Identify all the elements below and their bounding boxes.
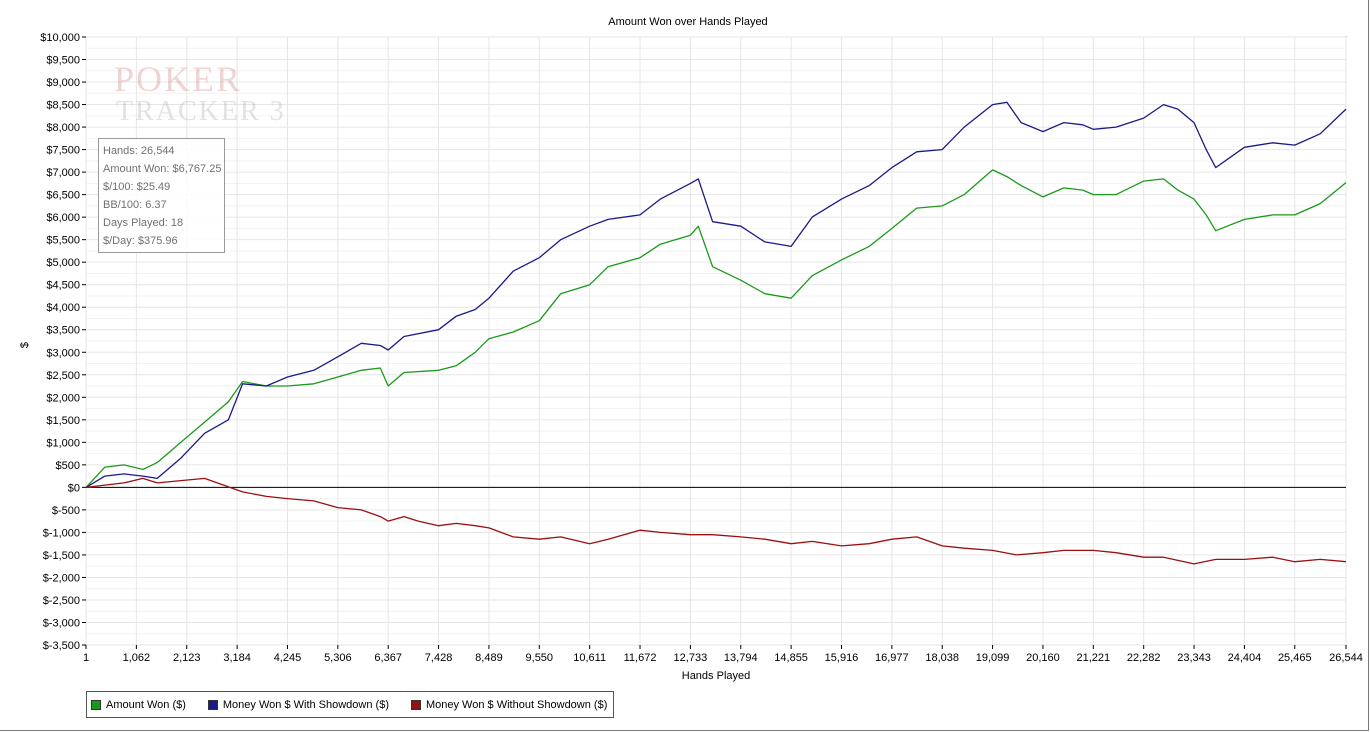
x-axis-ticks: 1 1,062 2,123 3,184 4,245 5,306 6,367 7,428 8,48… <box>83 645 1363 664</box>
y-tick-label: $8,000 <box>46 122 80 134</box>
y-axis-ticks: $10,000 $9,500 $9,000 $8,500 $8,000 $7,500 $7,… <box>40 32 86 652</box>
x-tick-label: 9,550 <box>526 652 554 664</box>
y-tick-label: $0 <box>68 482 80 494</box>
watermark-line-1: POKER <box>114 59 243 99</box>
y-tick-label: $-500 <box>52 505 80 517</box>
y-tick-label: $6,500 <box>46 190 80 202</box>
y-tick-label: $8,500 <box>46 100 80 112</box>
y-tick-label: $4,000 <box>46 302 80 314</box>
stat-hands: Hands: 26,544 <box>103 145 175 157</box>
x-tick-label: 19,099 <box>976 652 1010 664</box>
x-tick-label: 13,794 <box>724 652 758 664</box>
series-line-3 <box>85 477 1347 565</box>
y-tick-label: $5,000 <box>46 257 80 269</box>
y-tick-label: $2,000 <box>46 392 80 404</box>
y-tick-label: $-1,500 <box>43 550 80 562</box>
legend-label: Money Won $ Without Showdown ($) <box>425 698 608 711</box>
x-tick-label: 11,672 <box>624 652 657 664</box>
x-tick-label: 14,855 <box>774 652 808 664</box>
y-tick-label: $-3,000 <box>43 617 80 629</box>
stat-dollars-per-100: $/100: $25.49 <box>103 181 171 193</box>
y-tick-label: $3,000 <box>46 347 80 359</box>
x-tick-label: 8,489 <box>475 652 503 664</box>
stat-amount-won: Amount Won: $6,767.25 <box>103 163 222 175</box>
stat-dollars-per-day: $/Day: $375.96 <box>103 235 178 247</box>
legend-item-amount-won[interactable]: Amount Won ($) <box>91 699 186 711</box>
legend-label: Money Won $ With Showdown ($) <box>222 698 389 711</box>
x-tick-label: 22,282 <box>1127 652 1161 664</box>
y-tick-label: $-1,000 <box>43 527 80 539</box>
grid <box>85 36 1347 646</box>
x-tick-label: 16,977 <box>875 652 909 664</box>
y-tick-label: $500 <box>56 460 80 472</box>
y-tick-label: $9,000 <box>46 77 80 89</box>
x-tick-label: 1,062 <box>123 652 151 664</box>
legend-item-with-showdown[interactable]: Money Won $ With Showdown ($) <box>207 698 389 711</box>
x-tick-label: 6,367 <box>374 652 402 664</box>
y-tick-label: $1,000 <box>46 437 80 449</box>
x-tick-label: 3,184 <box>223 652 251 664</box>
y-tick-label: $1,500 <box>46 415 80 427</box>
y-tick-label: $7,000 <box>46 167 80 179</box>
y-tick-label: $3,500 <box>46 325 80 337</box>
x-tick-label: 20,160 <box>1026 652 1060 664</box>
y-axis-label: $ <box>19 342 31 348</box>
x-tick-label: 23,343 <box>1177 652 1211 664</box>
x-tick-label: 18,038 <box>925 652 959 664</box>
legend-swatch-green <box>91 699 101 710</box>
series-lines <box>85 101 1347 565</box>
y-tick-label: $10,000 <box>40 32 80 44</box>
x-tick-label: 5,306 <box>324 652 352 664</box>
y-tick-label: $-2,500 <box>43 595 80 607</box>
y-tick-label: $-3,500 <box>43 640 80 652</box>
x-tick-label: 1 <box>83 652 89 664</box>
y-tick-label: $4,500 <box>46 280 80 292</box>
legend-swatch-red <box>410 699 421 710</box>
x-tick-label: 10,611 <box>573 652 606 664</box>
chart-legend: Amount Won ($) Money Won $ With Showdown… <box>86 691 615 718</box>
y-tick-label: $7,500 <box>46 145 80 157</box>
x-axis-label: Hands Played <box>682 670 751 682</box>
stats-info-box: Hands: 26,544 Amount Won: $6,767.25 $/10… <box>98 138 225 253</box>
legend-label: Amount Won ($) <box>106 698 186 711</box>
x-tick-label: 7,428 <box>425 652 453 664</box>
watermark-line-2: TRACKER 3 <box>116 96 286 127</box>
poker-tracker-watermark-logo: POKER TRACKER 3 <box>110 58 310 128</box>
series-line-1 <box>85 169 1347 488</box>
x-tick-label: 24,404 <box>1228 652 1262 664</box>
y-tick-label: $-2,000 <box>43 572 80 584</box>
stat-days-played: Days Played: 18 <box>103 217 184 229</box>
x-tick-label: 15,916 <box>825 652 859 664</box>
y-tick-label: $2,500 <box>46 370 80 382</box>
x-tick-label: 26,544 <box>1329 652 1363 664</box>
y-tick-label: $6,000 <box>46 212 80 224</box>
stat-bb-per-100: BB/100: 6.37 <box>103 199 167 211</box>
legend-swatch-blue <box>207 699 218 710</box>
y-tick-label: $9,500 <box>46 55 80 67</box>
x-tick-label: 2,123 <box>173 652 201 664</box>
x-tick-label: 25,465 <box>1278 652 1312 664</box>
x-tick-label: 4,245 <box>274 652 302 664</box>
legend-item-without-showdown[interactable]: Money Won $ Without Showdown ($) <box>410 698 608 711</box>
series-line-2 <box>85 101 1347 488</box>
y-tick-label: $5,500 <box>46 235 80 247</box>
chart-title: Amount Won over Hands Played <box>608 16 767 28</box>
x-tick-label: 21,221 <box>1076 652 1110 664</box>
x-tick-label: 12,733 <box>674 652 708 664</box>
